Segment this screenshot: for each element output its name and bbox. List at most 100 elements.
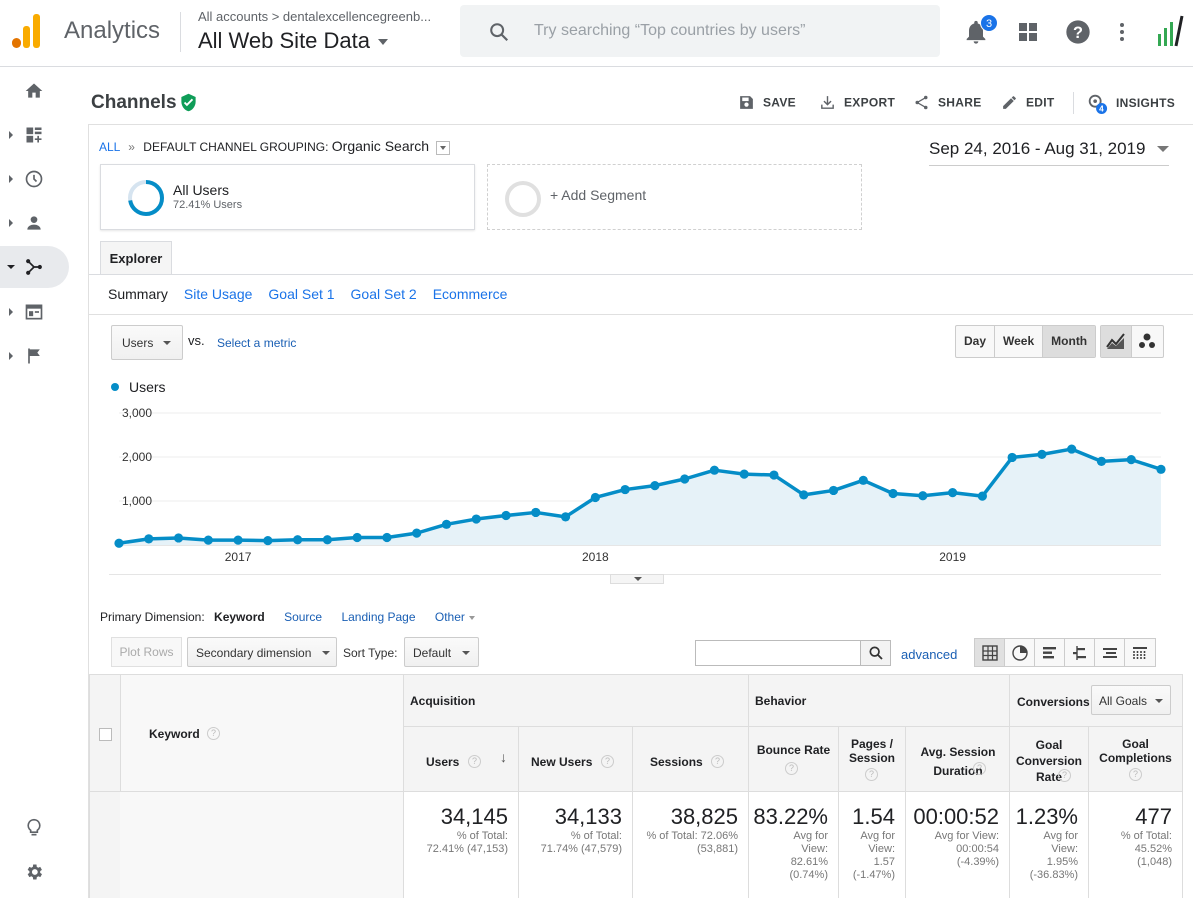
line-chart-toggle[interactable]	[1101, 326, 1132, 357]
save-button[interactable]: SAVE	[738, 94, 796, 111]
select-metric-link[interactable]: Select a metric	[217, 336, 297, 350]
help-icon[interactable]: ?	[1129, 768, 1142, 781]
share-button[interactable]: SHARE	[913, 94, 982, 111]
analytics-logo-icon[interactable]	[12, 14, 44, 48]
divider	[89, 274, 1193, 275]
data-point	[322, 535, 332, 545]
conversions-label: Conversions	[1017, 695, 1090, 709]
help-icon[interactable]: ?	[1058, 769, 1071, 782]
secondary-dimension-dropdown[interactable]: Secondary dimension	[187, 637, 337, 667]
realtime-icon	[25, 170, 43, 188]
view-table-toggle[interactable]	[975, 639, 1005, 666]
data-point	[977, 491, 987, 501]
collapse-chart-handle[interactable]	[610, 574, 664, 584]
motion-chart-toggle[interactable]	[1132, 326, 1163, 357]
subtab-goal-set-1[interactable]: Goal Set 1	[268, 286, 335, 302]
breadcrumb-all-link[interactable]: ALL	[99, 140, 120, 154]
save-icon	[740, 96, 753, 109]
search-bar[interactable]	[460, 5, 940, 57]
subtab-ecommerce[interactable]: Ecommerce	[432, 286, 508, 302]
edit-button[interactable]: EDIT	[1001, 94, 1055, 111]
primary-dimension-landing-page[interactable]: Landing Page	[341, 610, 416, 624]
customization-icon	[26, 127, 42, 143]
select-all-checkbox[interactable]	[99, 728, 112, 741]
help-icon[interactable]: ?	[468, 755, 481, 768]
export-button[interactable]: EXPORT	[819, 94, 895, 111]
view-selector[interactable]: All Web Site Data	[198, 28, 389, 54]
tab-explorer[interactable]: Explorer	[100, 241, 172, 275]
col-avg-duration-label: Avg. Session Duration	[920, 745, 996, 778]
primary-dimension-source[interactable]: Source	[284, 610, 323, 624]
breadcrumb: ALL » DEFAULT CHANNEL GROUPING: Organic …	[99, 138, 451, 155]
search-input[interactable]	[534, 19, 914, 43]
data-point	[1037, 449, 1047, 459]
col-avg-session-duration[interactable]: Avg. Session Duration?	[905, 726, 1010, 792]
nav-realtime[interactable]	[0, 158, 69, 200]
table-search-button[interactable]	[860, 641, 890, 665]
more-vert-icon[interactable]	[1110, 18, 1134, 46]
view-pie-toggle[interactable]	[1005, 639, 1035, 666]
nav-audience[interactable]	[0, 202, 69, 244]
sort-type-dropdown[interactable]: Default	[404, 637, 479, 667]
col-goal-conversion-rate[interactable]: Goal Conversion Rate?	[1009, 726, 1089, 792]
keyword-header[interactable]: Keyword ?	[120, 674, 404, 792]
account-logo-icon[interactable]	[1156, 14, 1184, 48]
nav-discover[interactable]	[0, 807, 69, 849]
help-icon[interactable]: ?	[207, 727, 220, 740]
nav-behavior[interactable]	[0, 291, 69, 333]
primary-dimension-other[interactable]: Other	[435, 610, 475, 624]
nav-customization[interactable]	[0, 114, 69, 156]
nav-home[interactable]	[0, 70, 69, 112]
view-performance-toggle[interactable]	[1035, 639, 1065, 666]
conversions-icon	[28, 348, 40, 364]
notification-badge: 3	[980, 14, 998, 32]
total-sub: Avg for View: 1.57 (-1.47%)	[852, 830, 895, 881]
granularity-month[interactable]: Month	[1043, 326, 1096, 357]
help-icon[interactable]: ?	[1064, 18, 1092, 46]
subtab-summary[interactable]: Summary	[108, 286, 168, 302]
primary-dimension-keyword[interactable]: Keyword	[214, 610, 265, 624]
sort-desc-icon[interactable]: ↓	[500, 749, 507, 765]
nav-conversions[interactable]	[0, 335, 69, 377]
data-point	[858, 475, 868, 485]
nav-acquisition[interactable]	[0, 246, 69, 288]
date-range-picker[interactable]: Sep 24, 2016 - Aug 31, 2019	[929, 139, 1169, 166]
add-segment-button[interactable]: + Add Segment	[487, 164, 862, 230]
col-new-users[interactable]: New Users?	[518, 726, 633, 792]
granularity-week[interactable]: Week	[995, 326, 1044, 357]
granularity-day[interactable]: Day	[956, 326, 996, 357]
grouping-dropdown-icon[interactable]	[436, 140, 451, 155]
advanced-filter-link[interactable]: advanced	[901, 647, 958, 662]
help-icon[interactable]: ?	[601, 755, 614, 768]
col-pages-session[interactable]: Pages / Session?	[838, 726, 906, 792]
col-sessions-label: Sessions	[650, 755, 703, 769]
help-icon[interactable]: ?	[973, 762, 986, 775]
segment-all-users[interactable]: All Users 72.41% Users	[100, 164, 475, 230]
view-comparison-toggle[interactable]	[1065, 639, 1095, 666]
insights-button[interactable]: 4 INSIGHTS	[1086, 92, 1175, 114]
account-breadcrumb[interactable]: All accounts > dentalexcellencegreenb...	[198, 9, 432, 24]
view-pivot-toggle[interactable]	[1125, 639, 1155, 666]
caret-down-icon	[378, 39, 389, 46]
help-icon[interactable]: ?	[711, 755, 724, 768]
edit-label: EDIT	[1026, 95, 1055, 110]
apps-grid-icon[interactable]	[1016, 20, 1040, 44]
plot-rows-button[interactable]: Plot Rows	[111, 637, 182, 667]
help-icon[interactable]: ?	[865, 768, 878, 781]
view-term-cloud-toggle[interactable]	[1095, 639, 1125, 666]
y-tick-label: 3,000	[122, 406, 152, 420]
col-goal-completions[interactable]: Goal Completions?	[1088, 726, 1183, 792]
insights-icon: 4	[1088, 94, 1108, 114]
acquisition-label: Acquisition	[410, 694, 476, 708]
help-icon[interactable]: ?	[785, 762, 798, 775]
metric-dropdown[interactable]: Users	[111, 325, 183, 360]
goal-select-dropdown[interactable]: All Goals	[1091, 685, 1171, 715]
col-sessions[interactable]: Sessions?	[632, 726, 749, 792]
total-bounce-rate: 83.22% Avg for View: 82.61% (0.74%)	[748, 792, 839, 898]
col-users[interactable]: Users? ↓	[403, 726, 519, 792]
table-search-input[interactable]	[695, 640, 891, 666]
subtab-site-usage[interactable]: Site Usage	[183, 286, 253, 302]
col-bounce-rate[interactable]: Bounce Rate?	[748, 726, 839, 792]
nav-admin[interactable]	[0, 851, 69, 893]
subtab-goal-set-2[interactable]: Goal Set 2	[350, 286, 417, 302]
